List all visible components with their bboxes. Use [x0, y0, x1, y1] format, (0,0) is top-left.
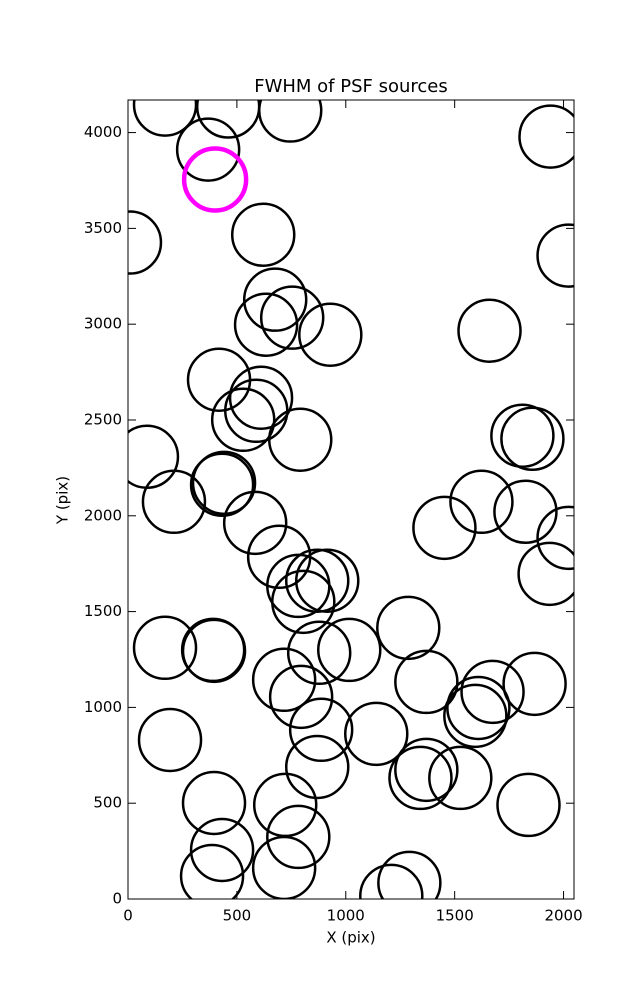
- x-tick-label: 1000: [327, 907, 365, 925]
- source-marker: [446, 675, 511, 741]
- source-marker: [493, 479, 558, 545]
- source-marker: [295, 548, 360, 613]
- y-tick-label: 0: [112, 890, 122, 908]
- source-marker: [179, 843, 245, 899]
- source-marker: [518, 104, 574, 169]
- axes-frame: [127, 99, 575, 900]
- source-marker: [137, 707, 203, 773]
- plot-area: [128, 100, 574, 899]
- y-tick-label: 1500: [84, 602, 122, 620]
- source-marker: [536, 223, 574, 288]
- source-marker: [394, 649, 459, 715]
- source-marker: [251, 647, 317, 713]
- source-marker: [344, 701, 409, 767]
- source-marker: [460, 659, 525, 725]
- source-marker: [128, 210, 163, 275]
- y-tick-label: 4000: [84, 123, 122, 141]
- source-marker: [457, 298, 522, 363]
- source-marker: [242, 267, 308, 332]
- source-marker: [252, 772, 318, 838]
- x-tick-label: 0: [123, 907, 133, 925]
- y-tick-label: 3500: [84, 219, 122, 237]
- source-marker: [536, 505, 574, 571]
- source-marker: [191, 450, 257, 516]
- y-tick-label: 500: [93, 794, 122, 812]
- x-axis-label: X (pix): [326, 929, 375, 947]
- source-marker: [266, 804, 331, 870]
- source-marker: [288, 697, 354, 763]
- x-tick-label: 1500: [436, 907, 474, 925]
- source-marker: [228, 365, 294, 431]
- source-marker: [394, 737, 459, 803]
- y-axis-label: Y (pix): [54, 476, 72, 525]
- source-marker: [298, 302, 363, 367]
- source-marker: [141, 469, 207, 535]
- source-marker: [210, 387, 276, 453]
- source-marker: [284, 548, 350, 613]
- source-marker: [412, 495, 477, 561]
- source-marker: [496, 772, 561, 838]
- source-marker: [502, 651, 567, 717]
- source-marker: [181, 618, 247, 684]
- source-marker: [189, 817, 255, 883]
- source-marker: [428, 745, 493, 811]
- source-marker: [271, 569, 336, 635]
- source-marker: [128, 424, 180, 490]
- source-marker: [175, 117, 241, 182]
- source-marker: [377, 850, 442, 899]
- source-marker: [246, 524, 312, 590]
- source-marker: [284, 734, 350, 800]
- x-tick-label: 500: [223, 907, 252, 925]
- source-marker: [259, 285, 325, 350]
- source-marker: [233, 292, 299, 358]
- source-marker: [181, 146, 249, 213]
- y-tick-label: 1000: [84, 698, 122, 716]
- source-marker: [443, 683, 508, 749]
- source-marker: [449, 469, 514, 535]
- source-marker: [517, 541, 574, 607]
- source-marker: [230, 202, 296, 267]
- source-marker: [268, 407, 333, 472]
- source-marker: [258, 100, 323, 143]
- y-tick-label: 2000: [84, 506, 122, 524]
- source-marker: [222, 490, 288, 556]
- source-marker: [317, 617, 382, 683]
- source-marker: [490, 403, 555, 468]
- source-marker: [359, 863, 424, 899]
- source-marker: [500, 406, 565, 472]
- source-marker: [195, 100, 261, 139]
- source-marker: [181, 770, 247, 836]
- source-marker: [376, 595, 441, 661]
- x-tick-label: 2000: [544, 907, 582, 925]
- y-tick-label: 2500: [84, 410, 122, 428]
- source-marker: [132, 615, 198, 681]
- source-marker: [189, 452, 255, 517]
- source-marker: [268, 664, 334, 730]
- y-tick-label: 3000: [84, 315, 122, 333]
- source-marker: [286, 620, 352, 686]
- chart-title: FWHM of PSF sources: [254, 76, 448, 97]
- source-marker: [388, 745, 453, 811]
